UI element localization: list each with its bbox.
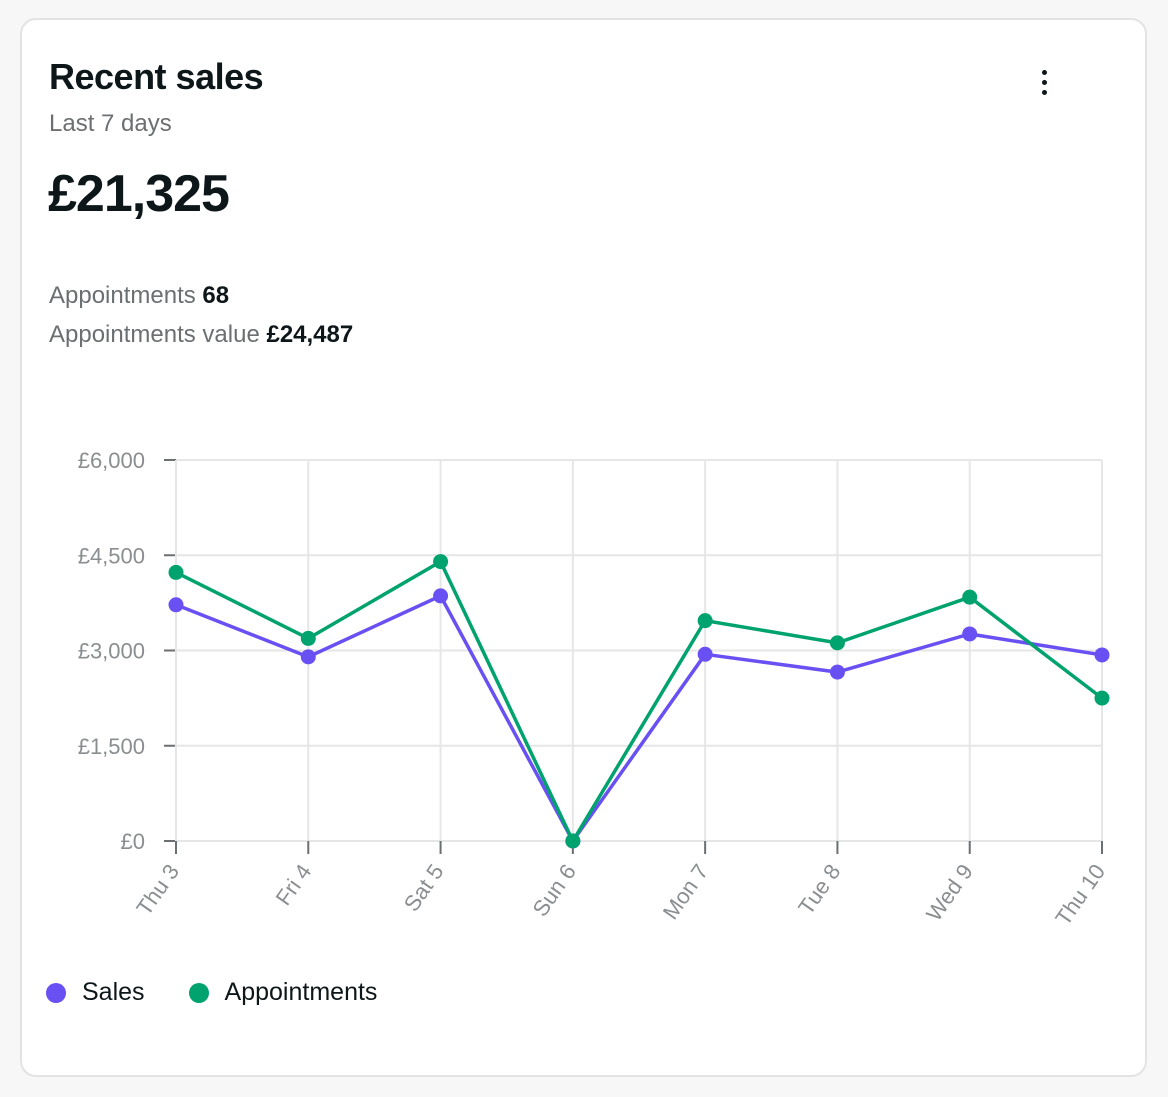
data-point-sales bbox=[1094, 647, 1110, 663]
y-tick-label: £1,500 bbox=[78, 734, 145, 759]
data-point-sales bbox=[300, 649, 316, 665]
data-point-appointments bbox=[433, 554, 449, 570]
data-point-appointments bbox=[829, 635, 845, 651]
y-tick-label: £3,000 bbox=[78, 639, 145, 664]
legend-item-sales[interactable]: Sales bbox=[46, 978, 145, 1007]
recent-sales-card bbox=[20, 18, 1147, 1077]
appointments-value-label: Appointments value bbox=[49, 321, 267, 348]
x-tick-label: Thu 3 bbox=[131, 860, 184, 920]
x-tick-label: Wed 9 bbox=[921, 860, 978, 926]
period-label: Last 7 days bbox=[49, 110, 172, 137]
data-point-appointments bbox=[1094, 690, 1110, 706]
y-tick-label: £4,500 bbox=[78, 543, 145, 568]
x-tick-label: Sun 6 bbox=[527, 860, 580, 921]
x-tick-label: Thu 10 bbox=[1050, 860, 1110, 930]
legend-label-appointments: Appointments bbox=[224, 978, 378, 1006]
legend-item-appointments[interactable]: Appointments bbox=[188, 978, 378, 1007]
data-point-appointments bbox=[697, 613, 713, 629]
more-vertical-icon-dot bbox=[1041, 89, 1047, 95]
more-vertical-icon bbox=[1041, 69, 1047, 75]
appointments-value-stat: Appointments value £24,487 bbox=[49, 321, 353, 349]
series-line-appointments bbox=[175, 559, 1104, 843]
data-point-appointments bbox=[168, 564, 184, 580]
data-point-appointments bbox=[565, 833, 581, 849]
appointments-count: 68 bbox=[202, 282, 230, 309]
more-vertical-icon-dot bbox=[1041, 79, 1047, 85]
y-tick-label: £0 bbox=[121, 829, 145, 854]
series-line-sales bbox=[175, 594, 1103, 843]
chart-legend: Sales Appointments bbox=[46, 978, 421, 1007]
data-point-sales bbox=[433, 588, 449, 604]
appointments-value: £24,487 bbox=[266, 321, 354, 348]
x-tick-label: Sat 5 bbox=[399, 860, 449, 916]
data-point-sales bbox=[962, 626, 978, 642]
x-tick-label: Mon 7 bbox=[658, 860, 714, 924]
total-sales-value: £21,325 bbox=[48, 165, 230, 223]
legend-dot-appointments bbox=[188, 982, 209, 1003]
appointments-stat: Appointments 68 bbox=[49, 282, 229, 310]
data-point-appointments bbox=[300, 630, 316, 646]
card-title: Recent sales bbox=[49, 56, 264, 97]
data-point-sales bbox=[829, 664, 845, 680]
data-point-sales bbox=[168, 597, 184, 613]
appointments-label: Appointments bbox=[49, 282, 203, 309]
more-options-button[interactable] bbox=[1024, 62, 1064, 102]
data-point-sales bbox=[697, 646, 713, 662]
data-point-appointments bbox=[962, 589, 978, 605]
legend-label-sales: Sales bbox=[82, 978, 145, 1006]
x-tick-label: Fri 4 bbox=[271, 860, 317, 910]
y-tick-label: £6,000 bbox=[78, 448, 145, 473]
legend-dot-sales bbox=[46, 982, 66, 1003]
x-tick-label: Tue 8 bbox=[793, 860, 845, 920]
